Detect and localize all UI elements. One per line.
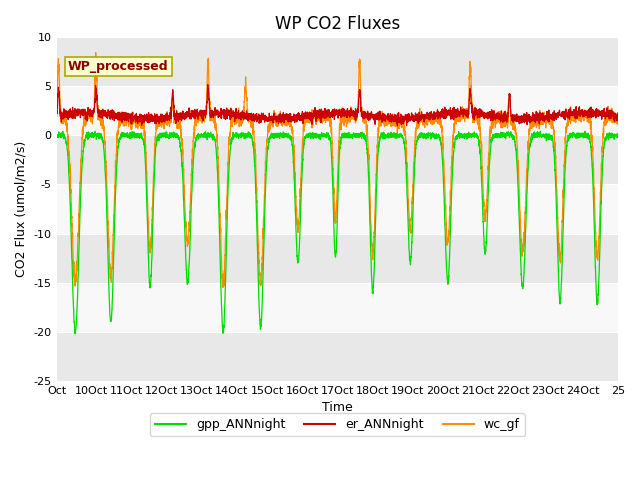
Bar xyxy=(56,234,618,283)
Title: WP CO2 Fluxes: WP CO2 Fluxes xyxy=(275,15,400,33)
Text: WP_processed: WP_processed xyxy=(68,60,168,72)
Bar xyxy=(56,332,618,381)
Bar xyxy=(56,86,618,135)
Legend: gpp_ANNnight, er_ANNnight, wc_gf: gpp_ANNnight, er_ANNnight, wc_gf xyxy=(150,413,525,436)
Bar xyxy=(56,283,618,332)
Bar xyxy=(56,184,618,234)
Y-axis label: CO2 Flux (umol/m2/s): CO2 Flux (umol/m2/s) xyxy=(15,141,28,277)
X-axis label: Time: Time xyxy=(322,401,353,414)
Bar xyxy=(56,37,618,86)
Bar xyxy=(56,135,618,184)
